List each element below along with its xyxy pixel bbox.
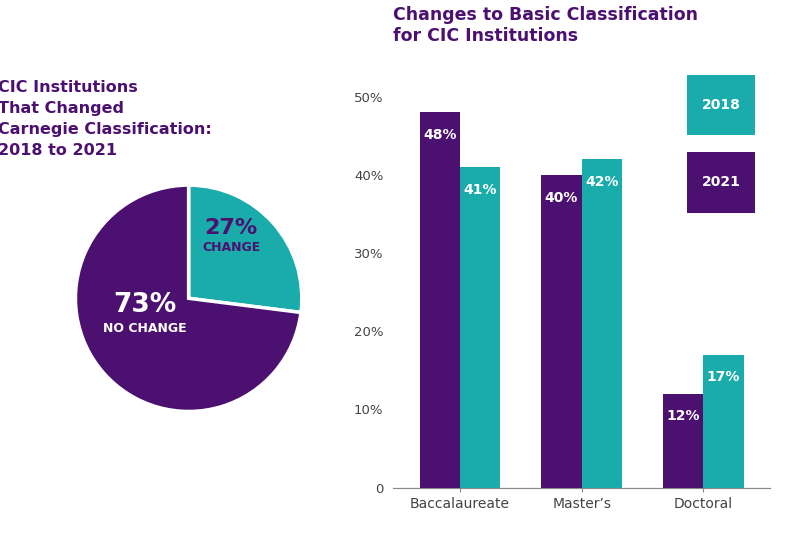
Text: Changes to Basic Classification
for CIC Institutions: Changes to Basic Classification for CIC … <box>393 6 698 45</box>
Text: 17%: 17% <box>707 370 740 384</box>
Bar <box>582 159 622 488</box>
FancyBboxPatch shape <box>687 75 755 135</box>
Bar <box>703 355 744 488</box>
Text: NO CHANGE: NO CHANGE <box>103 322 186 335</box>
Text: CIC Institutions
That Changed
Carnegie Classification:
2018 to 2021: CIC Institutions That Changed Carnegie C… <box>0 80 212 158</box>
Text: 2018: 2018 <box>702 98 740 112</box>
Text: 41%: 41% <box>463 183 497 197</box>
Bar <box>542 175 582 488</box>
Bar <box>663 394 703 488</box>
Text: CHANGE: CHANGE <box>202 241 260 254</box>
Text: 40%: 40% <box>545 191 578 205</box>
Text: 27%: 27% <box>204 218 258 238</box>
Text: 2021: 2021 <box>702 176 740 190</box>
Text: 48%: 48% <box>423 128 457 142</box>
Text: 12%: 12% <box>667 409 700 423</box>
FancyBboxPatch shape <box>687 152 755 213</box>
Text: 73%: 73% <box>113 292 176 318</box>
Text: 42%: 42% <box>585 175 619 189</box>
Bar <box>420 112 460 488</box>
Bar <box>460 167 500 488</box>
Wedge shape <box>189 185 302 313</box>
Wedge shape <box>75 185 301 411</box>
